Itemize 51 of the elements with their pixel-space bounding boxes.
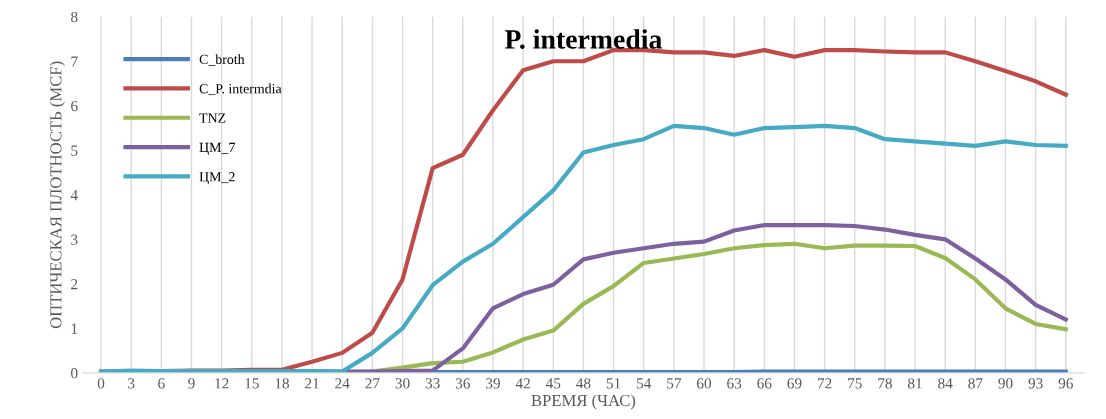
x-tick-label: 72 [817,378,832,389]
x-tick-label: 3 [128,378,135,389]
y-tick-label: 0 [71,368,78,379]
x-tick-label: 9 [188,378,195,389]
y-tick-label: 8 [71,11,78,23]
x-tick-label: 6 [158,378,165,389]
x-tick-label: 0 [97,378,105,389]
x-tick-label: 36 [455,378,470,389]
y-tick-label: 4 [70,190,78,201]
x-tick-label: 12 [215,378,229,389]
x-tick-label: 75 [848,378,862,389]
x-tick-label: 90 [998,378,1013,389]
x-tick-label: 15 [245,378,259,389]
x-tick-label: 45 [545,378,561,389]
x-tick-label: 48 [576,378,591,389]
x-tick-label: 87 [968,378,983,389]
x-tick-label: 42 [515,378,530,389]
x-tick-label: 33 [425,378,440,389]
x-tick-label: 21 [305,378,319,389]
x-tick-label: 39 [486,378,500,389]
x-tick-label: 63 [727,378,742,389]
x-tick-label: 96 [1058,378,1073,389]
x-tick-label: 60 [697,378,712,389]
chart-title: P. intermedia [504,29,662,49]
x-axis-title: ВРЕМЯ (ЧАС) [531,394,636,410]
legend-label: ЦМ_7 [199,142,235,155]
x-tick-label: 51 [606,378,621,389]
x-tick-label: 66 [757,378,772,389]
y-tick-label: 3 [71,234,78,245]
y-tick-label: 6 [71,100,78,112]
x-tick-label: 81 [907,378,922,389]
x-tick-label: 69 [787,378,802,389]
y-tick-label: 7 [71,56,78,67]
x-tick-label: 93 [1028,378,1043,389]
x-tick-label: 30 [395,378,410,389]
x-tick-label: 57 [667,378,682,389]
x-tick-label: 24 [335,378,350,389]
y-tick-label: 2 [71,279,78,290]
legend-label: C_P. intermdia [199,83,282,96]
y-tick-label: 1 [71,323,78,334]
line-series [98,123,1068,373]
x-tick-label: 54 [636,378,652,389]
legend-label: C_broth [199,54,245,66]
x-tick-label: 84 [938,378,953,389]
x-tick-label: 78 [878,378,892,389]
x-tick-label: 27 [365,378,380,389]
y-axis-title: ОПТИЧЕСКАЯ ПЛОТНОСТЬ (MCF) [49,61,65,329]
x-tick-label: 18 [275,378,289,389]
y-tick-label: 5 [71,145,78,156]
legend-label: TNZ [199,113,226,123]
legend-label: ЦМ_2 [199,172,235,185]
